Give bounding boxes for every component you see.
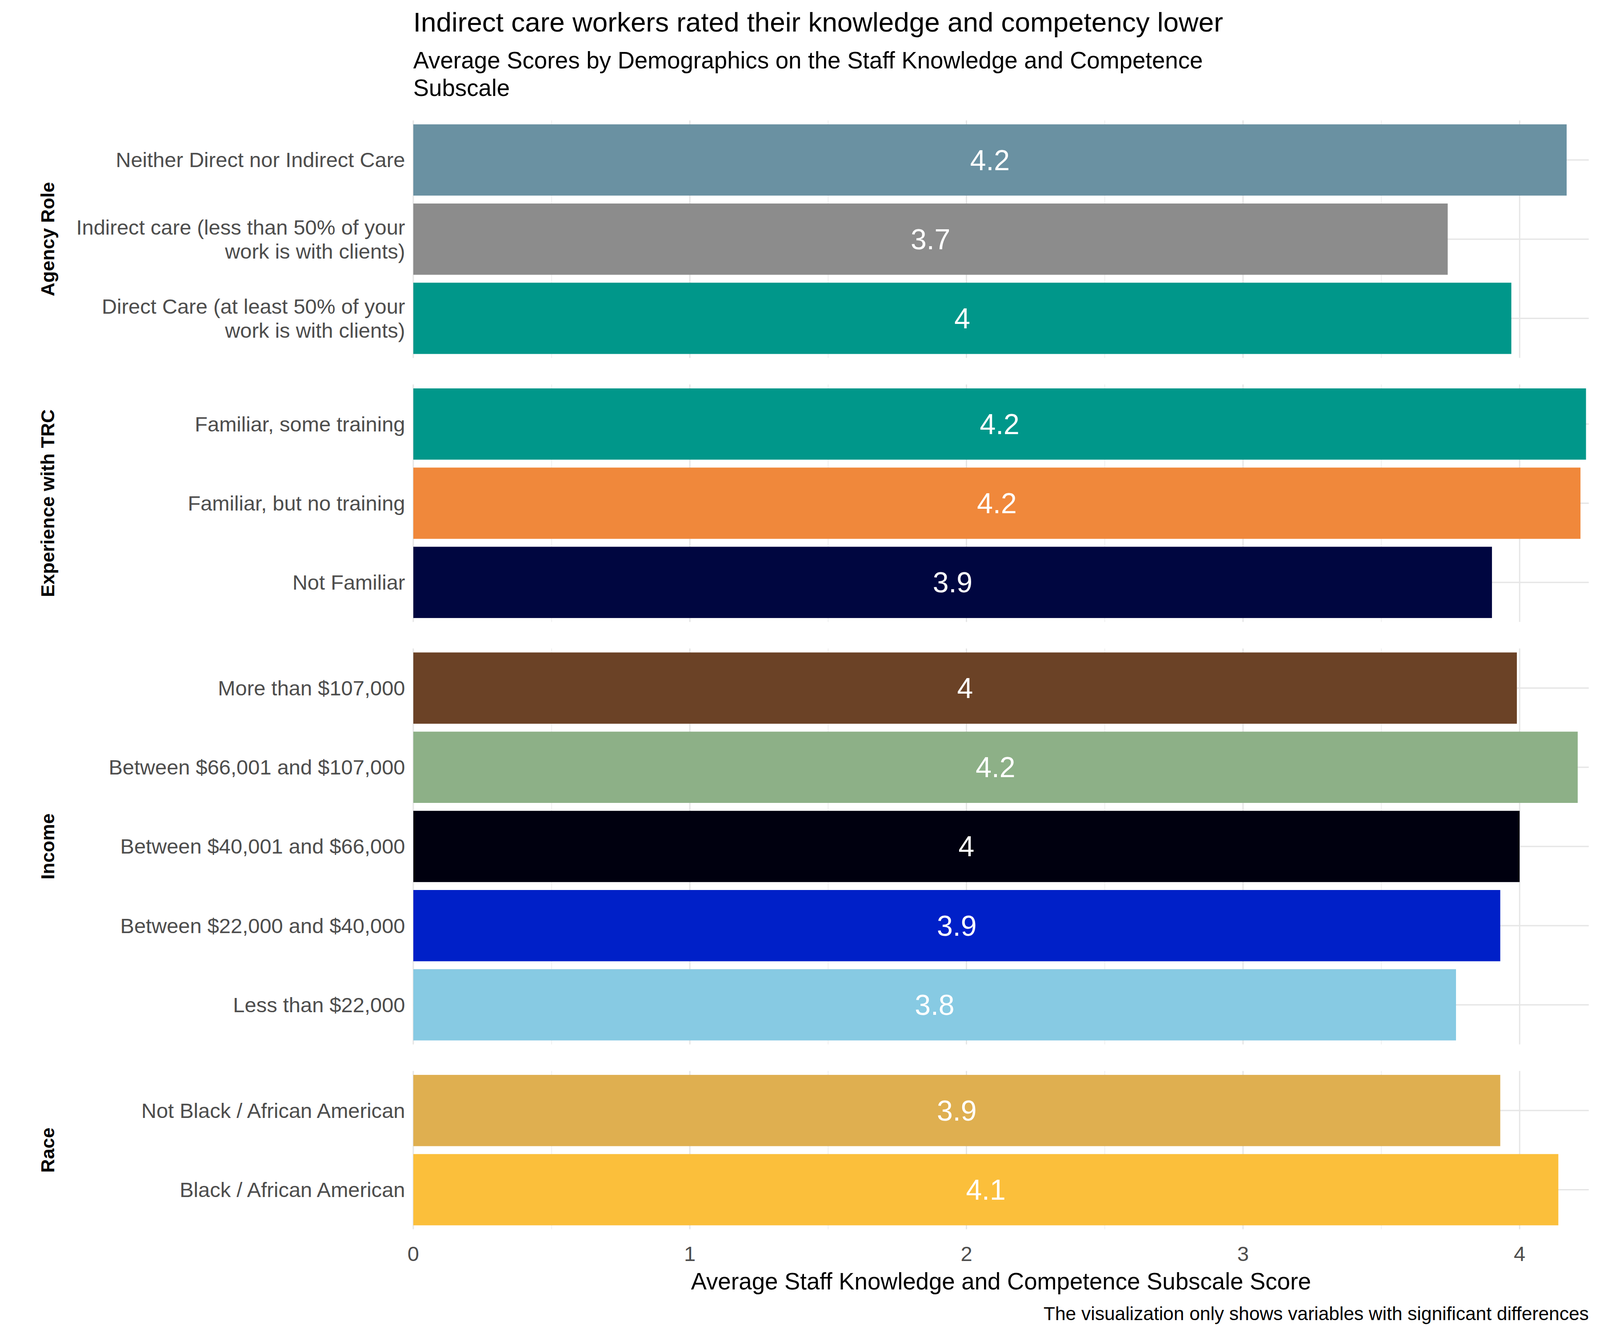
category-label: Direct Care (at least 50% of yourwork is… [101,294,405,343]
category-label: Between $22,000 and $40,000 [120,914,406,938]
category-label: Indirect care (less than 50% of yourwork… [76,215,405,264]
panel-label: Income [37,813,59,880]
panel-label: Race [37,1128,59,1174]
bar [413,467,1581,539]
data-label: 3.9 [936,910,977,943]
data-label: 4 [954,302,971,335]
text-line: Between $66,001 and $107,000 [108,755,405,780]
data-label: 3.9 [932,566,973,599]
text-line: Familiar, some training [194,412,405,436]
data-label: 4 [958,830,975,863]
text-line: Direct Care (at least 50% of your [101,294,405,319]
tick-label: 4 [1513,1242,1526,1266]
caption: The visualization only shows variables w… [1043,1303,1589,1325]
tick-label: 1 [684,1242,696,1266]
category-label: Neither Direct nor Indirect Care [115,148,405,172]
bars [413,124,1567,355]
bar [413,1075,1501,1147]
bar [413,124,1567,196]
axis-title: Average Staff Knowledge and Competence S… [691,1268,1312,1295]
data-label: 3.7 [910,223,951,256]
category-label: Familiar, some training [194,412,405,436]
tick-label: 3 [1237,1242,1249,1266]
text-line: Between $22,000 and $40,000 [120,914,406,938]
labels: 4.2 Familiar, some training 4.2 Familiar, b… [187,408,1020,599]
text-line: Average Scores by Demographics on the St… [413,47,1204,74]
data-label: 4.2 [970,144,1010,177]
data-label: 4.2 [980,408,1020,441]
category-label: More than $107,000 [217,676,405,700]
text-line: Subscale [413,74,510,101]
tick-label: 0 [407,1242,420,1266]
bar [413,1154,1559,1226]
grid [413,648,1589,1045]
bars [413,388,1587,619]
subtitle: Average Scores by Demographics on the St… [413,47,1204,101]
bar [413,282,1512,354]
grid [413,384,1589,623]
category-label: Black / African American [179,1178,405,1202]
text-line: work is with clients) [224,239,405,264]
bar [413,203,1448,275]
category-label: Less than $22,000 [232,993,405,1017]
labels: 3.9 Not Black / African American 4.1 Black … [141,1095,1006,1207]
chart: Indirect care workers rated their knowle… [0,0,1600,1333]
grid [413,120,1589,359]
category-label: Between $40,001 and $66,000 [120,834,406,859]
text-line: More than $107,000 [217,676,405,700]
data-label: 4 [957,672,974,705]
labels: 4 More than $107,000 4.2 Between $66,001 an… [108,672,1016,1022]
bar [413,652,1517,724]
text-line: Indirect care (less than 50% of your [76,215,405,240]
data-label: 3.9 [936,1095,977,1128]
panel-label: Experience with TRC [37,409,59,597]
bar [413,969,1456,1041]
bar [413,732,1578,804]
text-line: Between $40,001 and $66,000 [120,834,406,859]
text-line: Not Familiar [292,570,406,595]
text-line: Less than $22,000 [232,993,405,1017]
data-label: 3.8 [914,989,955,1022]
bars [413,1075,1559,1226]
data-label: 4.1 [965,1174,1006,1207]
data-label: 4.2 [976,487,1017,520]
data-label: 4.2 [975,751,1016,784]
grid [413,1071,1589,1230]
bar [413,890,1501,962]
bars [413,652,1578,1041]
bar [413,388,1587,460]
text-line: work is with clients) [224,318,405,343]
text-line: Not Black / African American [141,1099,406,1123]
bar [413,547,1492,619]
category-label: Between $66,001 and $107,000 [108,755,405,780]
category-label: Not Black / African American [141,1099,406,1123]
category-label: Not Familiar [292,570,406,595]
panel-label: Agency Role [37,182,59,297]
title: Indirect care workers rated their knowle… [413,6,1224,38]
text-line: Black / African American [179,1178,405,1202]
labels: 4.2 Neither Direct nor Indirect Care 3.7 In… [76,144,1010,343]
tick-label: 2 [960,1242,972,1266]
bar [413,811,1520,883]
category-label: Familiar, but no training [187,491,405,516]
text-line: Familiar, but no training [187,491,405,516]
text-line: Neither Direct nor Indirect Care [115,148,405,172]
